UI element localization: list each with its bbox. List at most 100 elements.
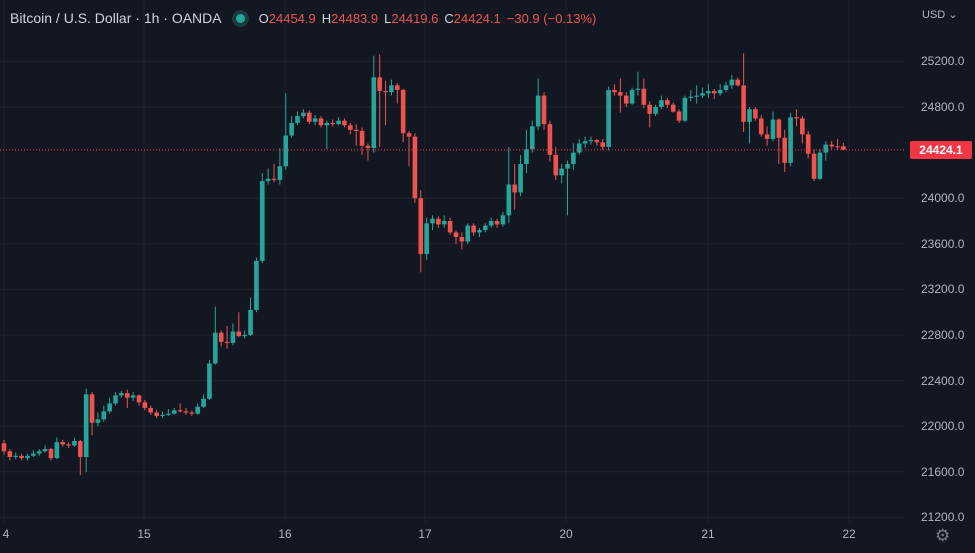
candle-up [324,122,330,126]
candle-up [289,122,294,136]
candle-up [259,181,265,261]
candle-down [177,410,183,412]
price-tick-label: 25200.0 [921,54,965,69]
candle-up [107,403,112,412]
candle-up [242,335,247,337]
open-label: O [258,10,269,26]
candle-down [453,232,459,237]
low-value: 24419.6 [391,10,439,26]
candle-up [524,149,529,164]
candle-up [706,91,711,94]
candle-up [571,152,576,164]
candle-down [600,142,606,147]
candle-up [653,107,658,114]
candle-down [547,124,553,155]
candle-down [623,95,629,104]
current-price-label: 24424.1 [910,140,972,159]
candle-up [747,109,752,122]
time-tick-label: 17 [418,527,432,541]
candle-down [78,441,83,457]
candle-down [447,221,453,233]
candle-down [124,393,130,398]
candle-up [277,166,283,180]
candle-up [682,97,688,121]
candle-up [465,225,471,242]
candle-down [183,411,189,413]
candle-down [841,146,846,150]
candle-down [236,331,242,337]
candle-up [312,118,318,122]
candle-down [665,100,670,105]
candle-up [535,95,541,127]
candle-up [42,449,48,452]
candle-up [248,309,253,335]
candle-down [811,153,817,179]
candle-up [424,223,429,255]
close-value: 24424.1 [453,10,501,26]
candle-down [512,184,517,193]
candle-up [483,225,488,231]
candle-down [189,412,195,414]
candle-up [195,406,201,414]
candle-down [494,221,500,225]
price-tick-label: 23600.0 [921,236,965,251]
candle-down [342,120,347,126]
candle-down [676,111,682,121]
chart-legend: Bitcoin / U.S. Dollar · 1h · OANDA O 2445… [10,8,602,28]
low-label: L [384,10,392,26]
candle-up [166,413,171,415]
candle-up [101,411,107,420]
candle-down [394,85,400,90]
candle-up [130,395,136,398]
candle-up [230,331,236,343]
close-label: C [444,10,454,26]
candle-up [694,95,699,97]
candle-up [817,152,823,179]
candle-up [588,140,594,142]
candle-up [160,414,165,416]
candle-down [142,402,148,408]
candle-up [54,442,60,459]
change-value: −30.9 (−0.13%) [506,10,597,26]
price-tick-label: 22000.0 [921,419,965,434]
candle-down [224,341,230,343]
time-tick-label: 15 [137,527,151,541]
candle-up [389,85,394,93]
candle-up [559,168,564,176]
candle-down [436,218,441,225]
candle-up [629,89,635,104]
candle-up [83,394,89,457]
candle-up [295,116,300,123]
candle-down [218,332,224,342]
candle-down [459,236,465,242]
candle-down [406,133,412,137]
symbol-title[interactable]: Bitcoin / U.S. Dollar · 1h · OANDA [10,10,222,26]
candle-down [318,118,324,126]
candle-down [306,112,312,122]
candle-up [518,164,523,193]
candle-up [113,395,118,404]
candle-up [430,218,435,224]
candle-up [723,85,729,90]
candle-down [48,449,54,459]
candle-down [60,442,65,445]
time-tick-label: 16 [278,527,292,541]
candle-down [271,178,277,180]
candle-down [89,394,95,423]
candle-up [119,393,124,396]
candle-up [25,455,30,459]
candle-up [635,88,641,90]
time-tick-label: 4 [2,527,10,541]
gear-icon[interactable]: ⚙ [935,526,951,545]
candle-up [506,184,512,216]
candle-down [377,77,382,92]
candle-down [829,144,834,147]
candle-down [782,137,788,163]
candle-down [753,109,758,119]
candle-down [618,92,623,96]
candle-down [154,412,159,416]
high-label: H [321,10,332,26]
candle-up [488,221,494,226]
currency-selector[interactable]: USD ⌄ [922,9,958,21]
